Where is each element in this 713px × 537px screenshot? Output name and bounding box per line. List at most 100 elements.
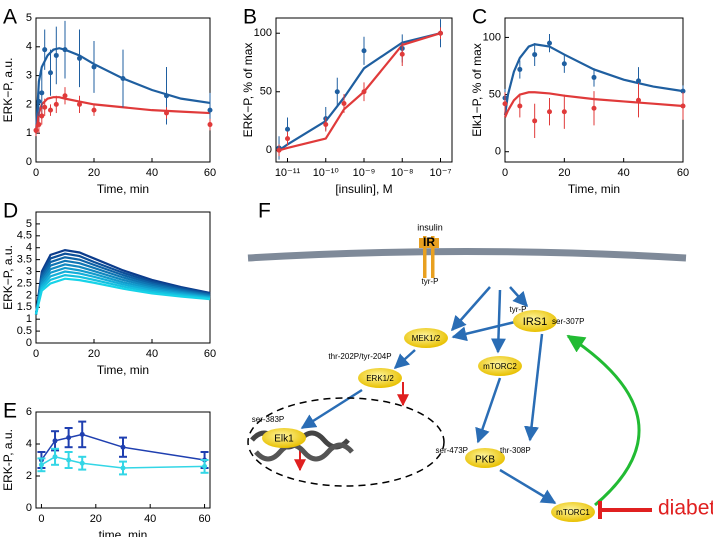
point <box>120 75 126 81</box>
point <box>91 64 97 70</box>
panel-letter: C <box>472 6 487 29</box>
point <box>77 101 82 107</box>
point <box>164 110 169 116</box>
y-tick-label: 0 <box>26 337 32 349</box>
label: ERK1/2 <box>366 374 394 383</box>
series-line <box>278 32 441 152</box>
series-line <box>34 259 211 315</box>
series-line <box>34 277 211 315</box>
x-tick-label: 10⁻¹¹ <box>275 167 301 179</box>
label: thr-308P <box>500 446 531 455</box>
point <box>207 122 213 128</box>
x-tick-label: 40 <box>618 167 630 179</box>
membrane <box>247 248 687 262</box>
x-tick-label: 10⁻⁷ <box>429 167 451 179</box>
axes-frame <box>35 211 211 344</box>
point <box>323 122 329 128</box>
x-tick-label: 20 <box>88 167 100 179</box>
x-tick-label: 40 <box>146 348 158 360</box>
x-tick-label: 40 <box>144 513 156 525</box>
label: mTORC2 <box>483 362 517 371</box>
y-tick-label: 2 <box>26 98 32 110</box>
chart: C Time, min Elk1−P, % of max 0 20 40 60 0 50 100 <box>470 6 689 197</box>
point <box>547 40 552 46</box>
x-tick-label: 20 <box>558 167 570 179</box>
panel-letter: A <box>3 6 17 29</box>
y-tick-label: 6 <box>26 406 32 418</box>
point <box>591 105 597 111</box>
y-tick-label: 5 <box>26 218 32 230</box>
y-tick-label: 50 <box>260 86 272 98</box>
point <box>53 52 59 58</box>
point <box>202 463 208 469</box>
point <box>680 103 686 109</box>
point <box>532 52 538 58</box>
point <box>77 55 82 61</box>
feedback-arrow <box>566 334 641 507</box>
series-line <box>34 266 211 315</box>
y-tick-label: 2.5 <box>17 277 32 289</box>
chart: A Time, min ERK−P, a.u. 0 20 40 60 0 1 2 3 4 5 <box>1 6 216 197</box>
axes-frame <box>504 17 684 163</box>
x-axis-label: Time, min <box>568 182 620 196</box>
arrows <box>300 286 557 505</box>
x-tick-label: 0 <box>502 167 508 179</box>
y-tick-label: 50 <box>489 88 501 100</box>
y-tick-label: 100 <box>254 27 272 39</box>
x-axis-label: Time, min <box>97 182 149 196</box>
point <box>532 118 538 124</box>
series-line <box>34 273 211 315</box>
series-line <box>34 270 211 315</box>
series-line <box>34 252 211 315</box>
point <box>62 47 68 53</box>
point <box>561 109 567 115</box>
y-tick-label: 2 <box>26 470 32 482</box>
point <box>48 70 53 76</box>
receptor <box>419 238 439 248</box>
label: ser-383P <box>252 415 284 424</box>
label: PKB <box>475 455 495 466</box>
point <box>66 435 72 441</box>
label: ser-473P <box>436 446 468 455</box>
x-tick-label: 20 <box>88 348 100 360</box>
point <box>53 101 59 107</box>
point <box>48 107 53 113</box>
y-axis-label: ERK−P, % of max <box>241 43 255 138</box>
series-line <box>34 263 211 315</box>
y-tick-label: 0 <box>495 146 501 158</box>
y-tick-label: 4 <box>26 438 32 450</box>
y-tick-label: 2 <box>26 289 32 301</box>
y-tick-label: 0 <box>266 144 272 156</box>
point <box>276 147 282 153</box>
x-tick-label: 60 <box>204 348 216 360</box>
series-line <box>41 456 205 469</box>
y-tick-label: 0 <box>26 156 32 168</box>
point <box>636 78 641 84</box>
y-axis-label: Elk1−P, % of max <box>470 43 484 137</box>
dna <box>254 442 354 462</box>
point <box>120 465 126 471</box>
y-tick-label: 100 <box>483 31 501 43</box>
pathway-diagram: F in <box>247 200 713 522</box>
point <box>285 136 291 142</box>
x-tick-label: 0 <box>33 348 39 360</box>
series-line <box>503 43 684 116</box>
label: insulin <box>417 222 443 232</box>
point <box>502 101 508 107</box>
y-axis-label: ERK-P, a.u. <box>1 429 15 491</box>
point <box>341 100 347 106</box>
point <box>42 47 48 53</box>
x-tick-label: 10⁻⁸ <box>391 167 414 179</box>
label: tyr-P <box>510 305 527 314</box>
chart: D Time, min ERK−P, a.u. 0 20 40 60 00.511.522.5… <box>1 200 216 378</box>
point <box>52 454 58 460</box>
point <box>91 107 97 113</box>
y-tick-label: 4 <box>26 242 32 254</box>
point <box>79 431 85 437</box>
label: Elk1 <box>274 434 294 445</box>
point <box>52 438 58 444</box>
point <box>285 126 291 132</box>
series-line <box>503 91 684 118</box>
axes-frame <box>35 17 211 163</box>
panel-letter: F <box>258 200 271 223</box>
